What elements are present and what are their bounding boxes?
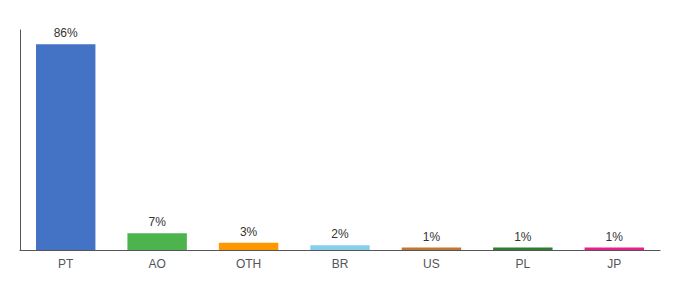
- svg-text:JP: JP: [607, 257, 621, 271]
- svg-text:PL: PL: [516, 257, 531, 271]
- svg-text:AO: AO: [148, 257, 165, 271]
- svg-text:7%: 7%: [148, 215, 166, 229]
- svg-text:1%: 1%: [423, 230, 441, 244]
- svg-text:2%: 2%: [331, 227, 349, 241]
- svg-text:1%: 1%: [606, 230, 624, 244]
- svg-text:PT: PT: [58, 257, 74, 271]
- svg-text:US: US: [423, 257, 440, 271]
- svg-text:OTH: OTH: [236, 257, 261, 271]
- svg-text:1%: 1%: [514, 230, 532, 244]
- svg-text:86%: 86%: [54, 26, 78, 40]
- svg-text:BR: BR: [332, 257, 349, 271]
- svg-text:3%: 3%: [240, 225, 258, 239]
